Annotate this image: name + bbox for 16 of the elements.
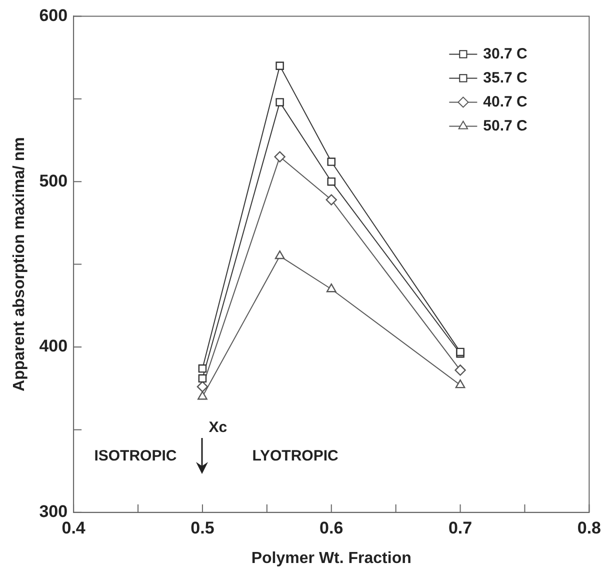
legend-label: 40.7 C <box>483 93 528 110</box>
legend-label: 30.7 C <box>483 45 528 62</box>
x-tick-label: 0.6 <box>320 518 344 538</box>
y-axis-title: Apparent absorption maxima/ nm <box>11 137 28 392</box>
y-tick-label: 600 <box>39 6 68 25</box>
x-tick-label: 0.8 <box>577 518 602 538</box>
x-axis-title: Polymer Wt. Fraction <box>251 550 412 567</box>
annotation: ISOTROPIC <box>94 447 177 464</box>
y-tick-label: 500 <box>39 171 68 190</box>
x-tick-label: 0.5 <box>190 518 214 538</box>
annotation: LYOTROPIC <box>252 447 339 464</box>
legend-label: 50.7 C <box>483 117 528 134</box>
y-tick-label: 400 <box>39 336 68 356</box>
legend-label: 35.7 C <box>483 69 528 86</box>
annotation: Xc <box>208 419 228 436</box>
x-tick-label: 0.7 <box>448 518 472 538</box>
